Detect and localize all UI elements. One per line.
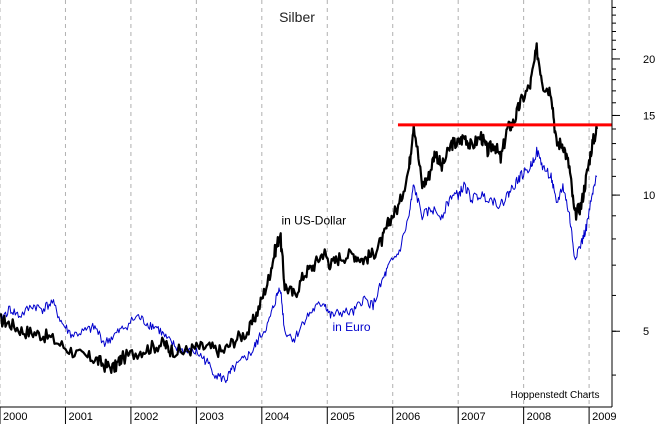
x-tick-label-2008: 2008 [527, 411, 551, 423]
x-tick-label-2004: 2004 [265, 411, 289, 423]
x-tick-label-2002: 2002 [134, 411, 158, 423]
x-axis: 2000 2001 2002 2003 2004 2005 2006 2007 2008 2009 [0, 407, 617, 424]
annotation-in-euro: in Euro [333, 320, 371, 334]
in-us-dollar-series-line [0, 42, 598, 374]
x-tick-label-2005: 2005 [330, 411, 354, 423]
annotations: in US-Dollar in Euro [281, 214, 370, 335]
y-tick-label-15: 15 [643, 110, 655, 122]
x-tick-label-2001: 2001 [68, 411, 92, 423]
x-tick-label-2009: 2009 [592, 411, 616, 423]
series-layer [0, 42, 598, 384]
y-axis: 5 10 15 20 [612, 6, 655, 376]
y-tick-label-5: 5 [643, 326, 649, 338]
chart-title: Silber [279, 9, 315, 25]
x-tick-label-2007: 2007 [461, 411, 485, 423]
x-tick-label-2003: 2003 [199, 411, 223, 423]
vertical-gridlines [0, 0, 590, 407]
annotation-in-us-dollar: in US-Dollar [281, 214, 346, 228]
y-tick-label-20: 20 [643, 54, 655, 66]
y-tick-label-10: 10 [643, 190, 655, 202]
chart-credit: Hoppenstedt Charts [511, 390, 600, 401]
x-tick-label-2006: 2006 [396, 411, 420, 423]
in-euro-series-line [0, 146, 597, 384]
x-tick-label-2000: 2000 [3, 411, 27, 423]
